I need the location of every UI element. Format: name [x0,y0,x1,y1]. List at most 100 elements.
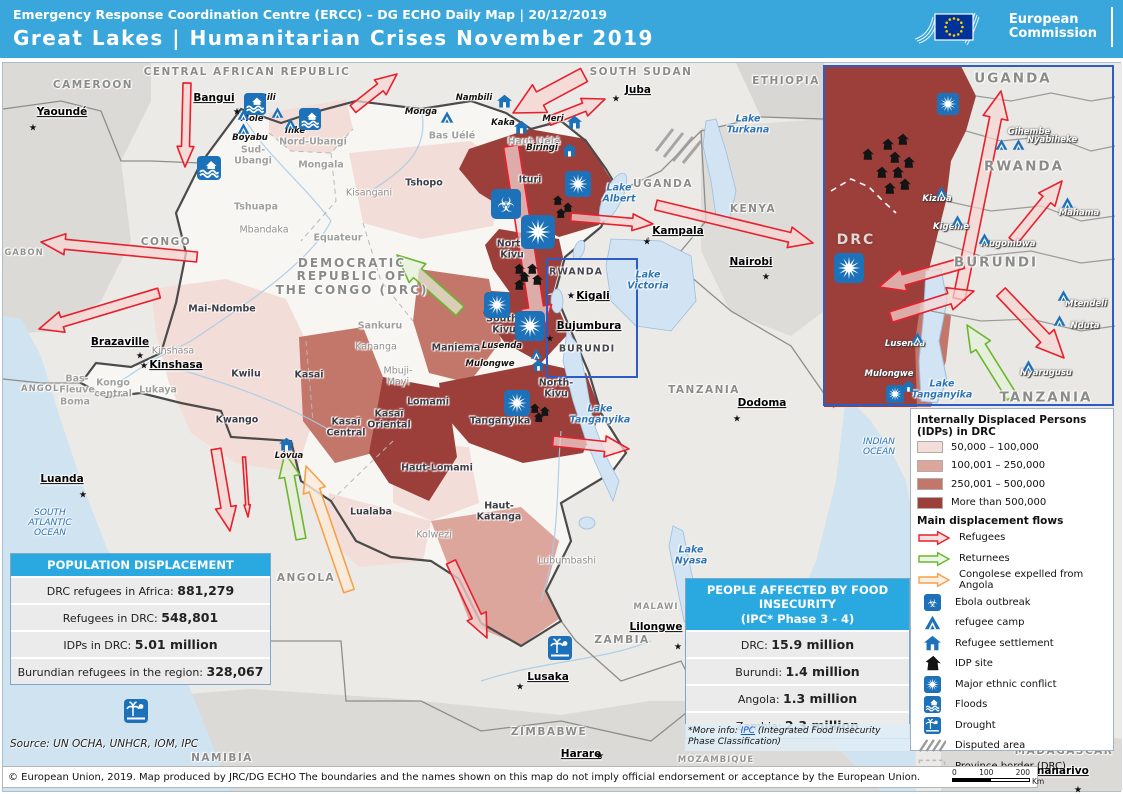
legend-flows: Refugees Returnees Congolese expelled from… [917,527,1107,591]
legend-idp-title: Internally Displaced Persons (IDPs) in D… [917,414,1087,439]
flow-arrow [302,465,356,594]
idp-class-swatch [917,459,943,472]
food-box-footnote: *More info: IPC (Integrated Food Insecur… [685,724,910,751]
flow-arrow [396,254,465,317]
idp-class-swatch [917,441,943,454]
stat-row: Burundi: 1.4 million [686,659,909,685]
legend-symbol-row: Disputed area [917,736,1107,757]
eu-flag-icon [914,12,980,46]
stat-row: Refugees in DRC: 548,801 [11,605,270,631]
footer-copyright: © European Union, 2019. Map produced by … [2,766,1038,788]
stat-row: DRC: 15.9 million [686,632,909,658]
legend-symbol-row: Drought [917,715,1107,736]
flow-arrow-icon [917,551,951,567]
stat-row: IDPs in DRC: 5.01 million [11,632,270,658]
flow-arrow-icon [917,572,951,588]
flow-arrow [241,456,252,518]
drought-icon [917,717,947,734]
ipc-link[interactable]: IPC [740,726,756,736]
scale-unit: Km [1032,777,1045,786]
flow-arrow [40,233,199,263]
legend-flow-row: Refugees [917,527,1107,548]
legend-symbol-row: Ebola outbreak [917,592,1107,613]
scale-bar-graphic [952,778,1030,782]
legend-idp-class: More than 500,000 [917,494,1107,513]
scale-tick-0: 0 [952,768,957,777]
scale-tick-100: 100 [979,768,994,777]
legend-idp-class: 250,001 – 500,000 [917,475,1107,494]
food-insecurity-box: PEOPLE AFFECTED BY FOOD INSECURITY (IPC*… [685,578,910,740]
food-box-title: PEOPLE AFFECTED BY FOOD INSECURITY (IPC*… [686,579,909,631]
flow-arrow [38,287,162,334]
flow-label: Returnees [959,553,1010,565]
legend-symbol-row: IDP site [917,654,1107,675]
idp-class-label: 250,001 – 500,000 [951,478,1046,490]
flow-arrow-icon [917,530,951,546]
flow-arrow [176,82,195,168]
copyright-text: © European Union, 2019. Map produced by … [8,771,921,783]
footnote-suffix: (Integrated Food Insecurity Phase Classi… [688,726,881,748]
flow-arrow [502,144,553,340]
legend-flow-row: Returnees [917,548,1107,569]
displacement-arrows-layer [38,67,1065,639]
conflict-icon [917,676,947,693]
stat-row: Burundian refugees in the region: 328,06… [11,659,270,685]
camp-icon [917,614,947,631]
hatch-icon [917,738,947,753]
idp-icon [917,655,947,672]
header: Emergency Response Coordination Centre (… [0,0,1123,58]
population-box-title: POPULATION DISPLACEMENT [11,554,270,577]
header-subtitle: Emergency Response Coordination Centre (… [13,7,608,22]
scale-bar: 0 100 200 Km [952,768,1044,786]
flow-arrow [551,435,630,458]
symbol-label: Disputed area [955,740,1026,752]
legend-symbol-row: Refugee settlement [917,633,1107,654]
symbol-label: Ebola outbreak [955,596,1031,608]
flow-arrow [653,199,814,249]
legend-flow-row: Congolese expelled from Angola [917,568,1107,591]
legend-symbols: Ebola outbreak refugee camp Refugee settle… [917,592,1107,777]
flow-label: Congolese expelled from Angola [959,568,1084,591]
legend-flows-title: Main displacement flows [917,515,1064,528]
flow-arrow [995,287,1065,359]
legend-idp-class: 100,001 – 250,000 [917,457,1107,476]
stat-row: Angola: 1.3 million [686,686,909,712]
symbol-label: Refugee settlement [955,637,1054,649]
idp-class-label: 50,000 – 100,000 [951,441,1039,453]
legend-symbol-row: Major ethnic conflict [917,674,1107,695]
idp-class-swatch [917,478,943,491]
footnote-prefix: *More info: [688,726,741,736]
legend-symbol-row: refugee camp [917,613,1107,634]
flow-arrow [445,559,488,639]
eu-logo-text: European Commission [1008,11,1097,41]
flow-arrow [349,73,398,114]
settlement-icon [917,635,947,652]
symbol-label: IDP site [955,658,993,670]
legend-idp-classes: 50,000 – 100,000 100,001 – 250,000 250,001… [917,438,1107,512]
idp-class-label: 100,001 – 250,000 [951,460,1046,472]
flow-arrow [966,324,1018,401]
idp-class-label: More than 500,000 [951,497,1047,509]
symbol-label: Major ethnic conflict [955,678,1057,690]
idp-class-swatch [917,496,943,509]
symbol-label: Drought [955,719,996,731]
page-title: Great Lakes | Humanitarian Crises Novemb… [13,26,654,50]
symbol-label: refugee camp [955,617,1025,629]
legend-panel: Internally Displaced Persons (IDPs) in D… [910,408,1114,751]
european-commission-logo: European Commission [913,5,1113,49]
flow-arrow [210,447,238,532]
population-displacement-box: POPULATION DISPLACEMENT DRC refugees in … [10,553,271,686]
source-note: Source: UN OCHA, UNHCR, IOM, IPC [10,738,199,750]
flow-arrow [278,452,307,541]
flow-arrow [512,67,589,114]
stat-row: DRC refugees in Africa: 881,279 [11,578,270,604]
flow-label: Refugees [959,532,1006,544]
flow-arrow [888,286,975,324]
flow-arrow [1008,180,1063,245]
flow-arrow [546,97,606,126]
legend-idp-class: 50,000 – 100,000 [917,438,1107,457]
symbol-label: Floods [955,699,988,711]
flow-arrow [569,212,654,232]
flow-arrow [878,256,966,292]
